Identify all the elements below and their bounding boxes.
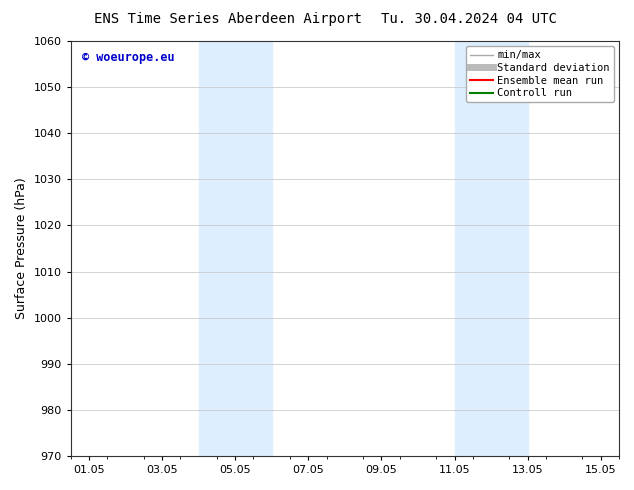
Text: © woeurope.eu: © woeurope.eu bbox=[82, 51, 174, 64]
Text: Tu. 30.04.2024 04 UTC: Tu. 30.04.2024 04 UTC bbox=[381, 12, 557, 26]
Bar bbox=[198, 41, 272, 456]
Legend: min/max, Standard deviation, Ensemble mean run, Controll run: min/max, Standard deviation, Ensemble me… bbox=[466, 46, 614, 102]
Text: ENS Time Series Aberdeen Airport: ENS Time Series Aberdeen Airport bbox=[94, 12, 362, 26]
Bar bbox=[455, 41, 527, 456]
Y-axis label: Surface Pressure (hPa): Surface Pressure (hPa) bbox=[15, 178, 28, 319]
